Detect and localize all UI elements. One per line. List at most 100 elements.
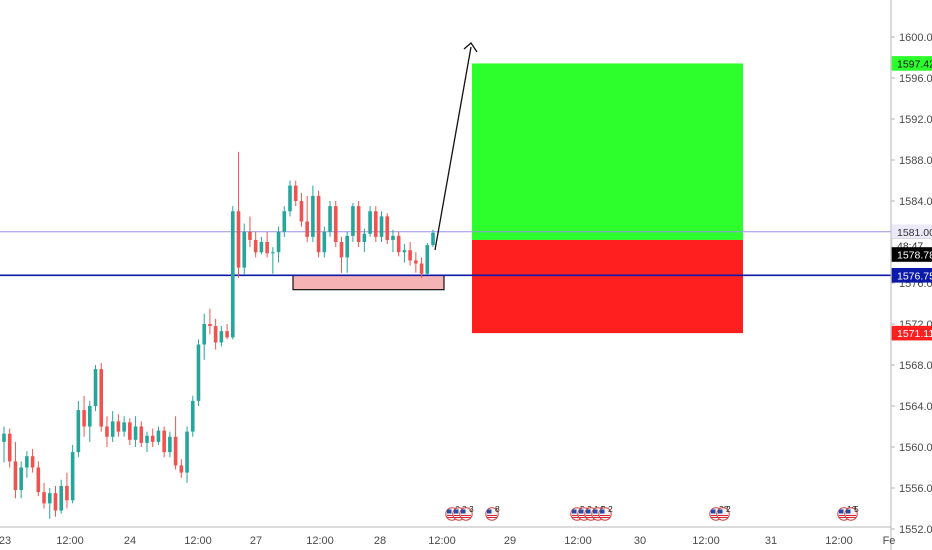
price-tag: 1571.11 [891,325,932,341]
horizontal-lines-layer [0,231,891,277]
candle [116,414,121,437]
event-markers-layer[interactable]: 6338521422332105 [445,504,859,521]
candle [253,231,258,258]
candle-body [305,221,309,237]
candle-body [133,426,138,440]
candle-body [145,435,149,443]
candle-body [293,185,298,201]
projection-arrow-line[interactable] [434,46,472,251]
candle [25,451,29,478]
candle [379,211,384,242]
candle [213,318,218,350]
candle [65,472,69,509]
candle [19,461,23,499]
candle-body [425,245,430,274]
candle [185,426,189,483]
candle-body [408,250,412,261]
candle [2,426,6,463]
candle [402,244,407,263]
candle-body [213,326,218,343]
us-flag-event-icon[interactable]: 3 [459,504,474,521]
candle-body [47,493,52,504]
candle-body [282,211,287,232]
price-tick-label: 1584.00 [899,196,932,208]
candle-body [110,421,115,437]
candle [93,365,98,412]
candle [333,201,338,248]
time-tick-label: 12:00 [692,535,720,547]
us-flag-event-icon[interactable]: 5 [844,504,859,521]
candle [173,416,178,470]
price-tag-label: 1576.75 [897,270,932,282]
time-tick-label: 27 [250,535,262,547]
event-count-label: 8 [495,504,500,514]
candle-body [122,422,126,432]
candle [105,416,109,447]
candle [99,362,104,432]
target-zone[interactable] [472,63,743,240]
stop-zone[interactable] [472,239,743,334]
candle [339,236,344,273]
us-flag-event-icon[interactable]: 8 [485,504,500,521]
candle-body [265,242,269,254]
candle [145,431,149,453]
candle-body [333,206,338,242]
candle [259,236,264,255]
time-axis[interactable]: 23 12:00 24 12:00 27 12:00 28 12:00 29 12:00 30 12:… [0,526,895,547]
candle-body [190,400,195,432]
candle-body [162,430,166,453]
candle-body [99,369,104,427]
candle-body [156,430,161,442]
price-tick-label: 1560.00 [899,442,932,454]
candle-body [36,467,41,493]
candle [328,201,332,237]
projection-arrow[interactable] [434,42,478,251]
candle-body [168,436,172,453]
candle [276,226,281,263]
candle-body [276,231,281,253]
candle [196,339,201,406]
candle-body [179,465,184,473]
candle [396,231,401,257]
candle [47,488,52,519]
candle [225,324,229,340]
price-tag: 1581.00 [891,224,932,240]
us-flag-event-icon[interactable]: 2 [716,504,731,521]
candle-body [316,195,321,253]
candle-body [105,426,109,437]
candle-body [431,232,435,246]
candles-layer [2,151,435,519]
candle-body [328,206,332,232]
us-flag-event-icon[interactable]: 2 [598,504,613,521]
candle [288,180,292,217]
candle-body [374,211,378,237]
candle [36,461,41,497]
candle-body [42,492,46,504]
candle [13,441,18,499]
candle-body [311,195,315,237]
candle [299,192,304,227]
candle-body [351,206,355,236]
candle [162,426,166,458]
candle-body [402,250,407,253]
candle-body [253,239,258,253]
candle [351,203,355,242]
price-tick-label: 1568.00 [899,360,932,372]
candle-body [208,324,212,327]
candle-body [76,410,81,453]
candle-body [419,263,424,274]
candle [190,395,195,437]
candle-body [339,242,344,258]
candle-body [128,422,132,440]
candle-body [379,216,384,237]
time-tick-label: 12:00 [184,535,212,547]
candle [293,180,298,207]
candle [431,229,435,248]
time-tick-label: 12:00 [56,535,84,547]
candle [374,206,378,242]
candle-body [259,242,264,253]
price-tag: 1597.42 [891,56,932,71]
candle [362,228,367,253]
